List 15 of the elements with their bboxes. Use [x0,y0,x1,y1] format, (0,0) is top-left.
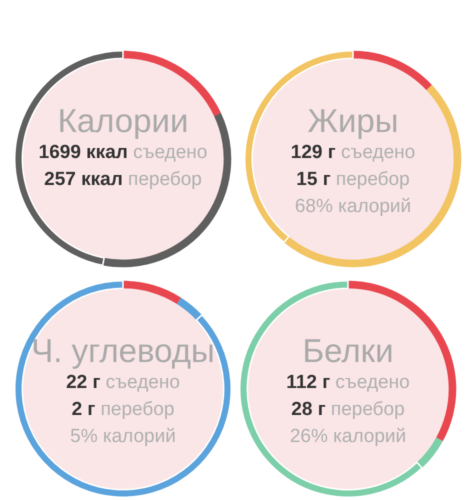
text: Калории [56,102,190,139]
text: 22 г съедено [65,371,181,395]
text: Жиры [306,102,400,139]
text: Ч. углеводы [30,332,216,369]
text: 26% калорий [288,425,408,449]
text: 129 г съедено [290,141,416,165]
text: 68% калорий [294,195,412,219]
text: 112 г съедено [285,371,411,395]
text: 1699 ккал съедено [38,141,208,165]
text: Белки [301,332,395,369]
text: 28 г перебор [290,398,406,422]
text: 15 г перебор [295,168,411,192]
text: 2 г перебор [70,398,176,422]
text: 257 ккал перебор [43,168,203,192]
text: 5% калорий [69,425,177,449]
